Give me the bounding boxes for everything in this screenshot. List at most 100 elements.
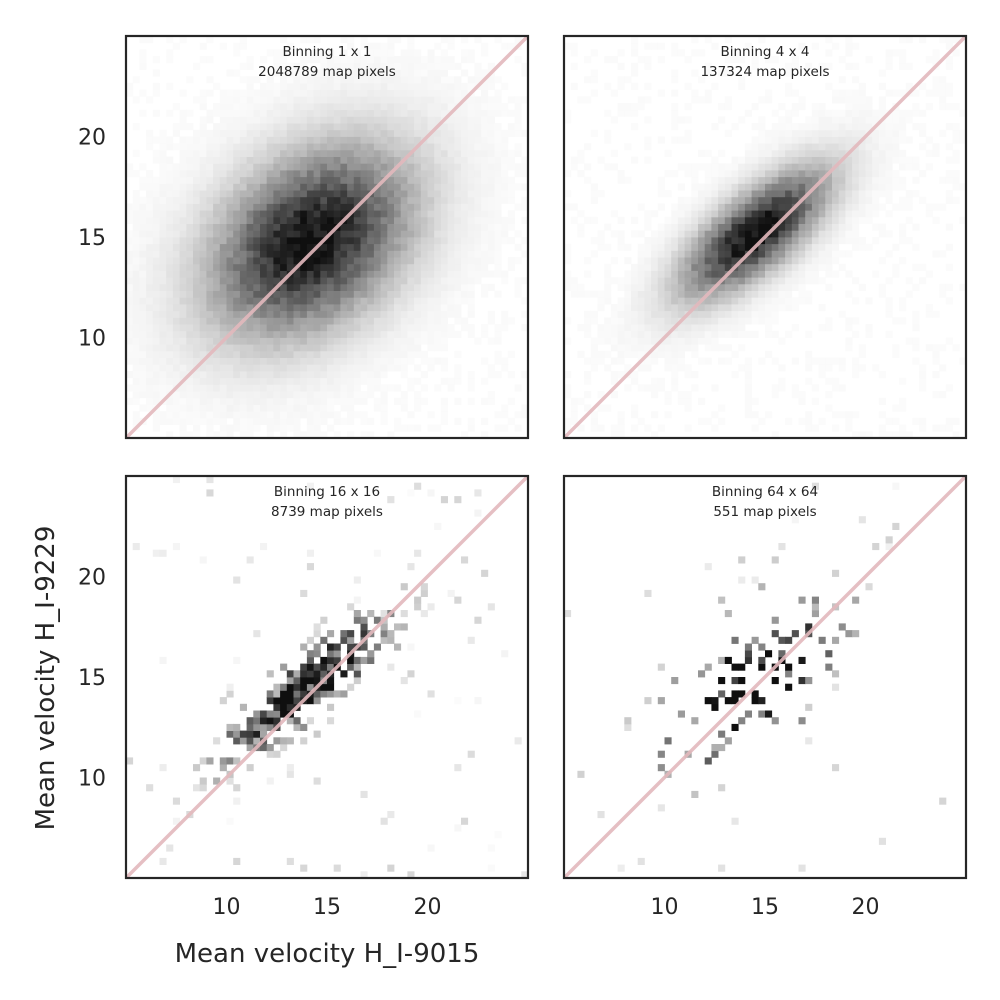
- heatmap-cell: [771, 237, 779, 245]
- heatmap-cell: [146, 196, 154, 204]
- heatmap-cell: [394, 357, 402, 365]
- heatmap-cell: [494, 263, 502, 271]
- heatmap-cell: [724, 610, 732, 618]
- heatmap-cell: [872, 109, 880, 117]
- heatmap-cell: [320, 96, 328, 104]
- heatmap-cell: [193, 391, 201, 399]
- heatmap-cell: [400, 337, 408, 345]
- heatmap-cell: [333, 310, 341, 318]
- heatmap-cell: [333, 216, 341, 224]
- heatmap-cell: [631, 377, 639, 385]
- heatmap-cell: [306, 96, 314, 104]
- heatmap-cell: [731, 210, 739, 218]
- heatmap-cell: [367, 250, 375, 258]
- heatmap-cell: [825, 36, 833, 44]
- heatmap-cell: [414, 163, 422, 171]
- heatmap-cell: [293, 116, 301, 124]
- heatmap-cell: [440, 62, 448, 70]
- heatmap-cell: [919, 263, 927, 271]
- heatmap-cell: [159, 277, 167, 285]
- heatmap-cell: [872, 129, 880, 137]
- heatmap-cell: [610, 163, 618, 171]
- heatmap-cell: [407, 163, 415, 171]
- heatmap-cell: [945, 243, 953, 251]
- heatmap-cell: [584, 56, 592, 64]
- heatmap-cell: [139, 290, 147, 298]
- heatmap-cell: [454, 417, 462, 425]
- heatmap-cell: [273, 190, 281, 198]
- heatmap-cell: [353, 163, 361, 171]
- heatmap-cell: [467, 324, 475, 332]
- heatmap-cell: [677, 250, 685, 258]
- heatmap-cell: [300, 210, 308, 218]
- heatmap-cell: [206, 404, 214, 412]
- heatmap-cell: [340, 391, 348, 399]
- heatmap-cell: [367, 170, 375, 178]
- heatmap-cell: [791, 243, 799, 251]
- heatmap-cell: [651, 270, 659, 278]
- heatmap-cell: [704, 330, 712, 338]
- heatmap-cell: [166, 109, 174, 117]
- heatmap-cell: [852, 203, 860, 211]
- heatmap-cell: [865, 216, 873, 224]
- heatmap-cell: [494, 223, 502, 231]
- heatmap-cell: [132, 364, 140, 372]
- heatmap-cell: [199, 210, 207, 218]
- heatmap-cell: [146, 304, 154, 312]
- heatmap-cell: [671, 216, 679, 224]
- heatmap-cell: [677, 230, 685, 238]
- heatmap-cell: [664, 310, 672, 318]
- heatmap-cell: [624, 364, 632, 372]
- heatmap-cell: [360, 203, 368, 211]
- heatmap-cell: [340, 630, 348, 638]
- heatmap-cell: [347, 143, 355, 151]
- heatmap-cell: [266, 263, 274, 271]
- heatmap-cell: [246, 237, 254, 245]
- heatmap-cell: [494, 237, 502, 245]
- heatmap-cell: [146, 391, 154, 399]
- heatmap-cell: [293, 690, 301, 698]
- heatmap-cell: [420, 76, 428, 84]
- heatmap-cell: [400, 404, 408, 412]
- heatmap-cell: [751, 143, 759, 151]
- heatmap-cell: [481, 123, 489, 131]
- heatmap-cell: [617, 82, 625, 90]
- heatmap-cell: [899, 223, 907, 231]
- heatmap-cell: [333, 650, 341, 658]
- heatmap-cell: [865, 297, 873, 305]
- heatmap-cell: [313, 210, 321, 218]
- heatmap-cell: [521, 324, 528, 332]
- heatmap-cell: [765, 297, 773, 305]
- heatmap-cell: [414, 270, 422, 278]
- heatmap-cell: [481, 156, 489, 164]
- heatmap-cell: [313, 777, 321, 785]
- heatmap-cell: [684, 317, 692, 325]
- heatmap-cell: [604, 270, 612, 278]
- heatmap-cell: [266, 397, 274, 405]
- heatmap-cell: [166, 250, 174, 258]
- heatmap-cell: [631, 49, 639, 57]
- heatmap-cell: [751, 636, 759, 644]
- heatmap-cell: [246, 76, 254, 84]
- heatmap-cell: [454, 824, 462, 832]
- heatmap-cell: [226, 263, 234, 271]
- heatmap-cell: [805, 163, 813, 171]
- heatmap-cell: [945, 82, 953, 90]
- heatmap-cell: [832, 424, 840, 432]
- heatmap-cell: [300, 431, 308, 438]
- heatmap-cell: [172, 143, 180, 151]
- heatmap-cell: [798, 176, 806, 184]
- heatmap-cell: [213, 237, 221, 245]
- heatmap-cell: [373, 250, 381, 258]
- heatmap-cell: [152, 156, 160, 164]
- heatmap-cell: [206, 170, 214, 178]
- heatmap-cell: [213, 404, 221, 412]
- heatmap-cell: [818, 123, 826, 131]
- heatmap-cell: [179, 404, 187, 412]
- heatmap-cell: [333, 203, 341, 211]
- heatmap-cell: [664, 297, 672, 305]
- heatmap-cell: [597, 237, 605, 245]
- heatmap-cell: [166, 156, 174, 164]
- heatmap-cell: [320, 411, 328, 419]
- heatmap-cell: [172, 310, 180, 318]
